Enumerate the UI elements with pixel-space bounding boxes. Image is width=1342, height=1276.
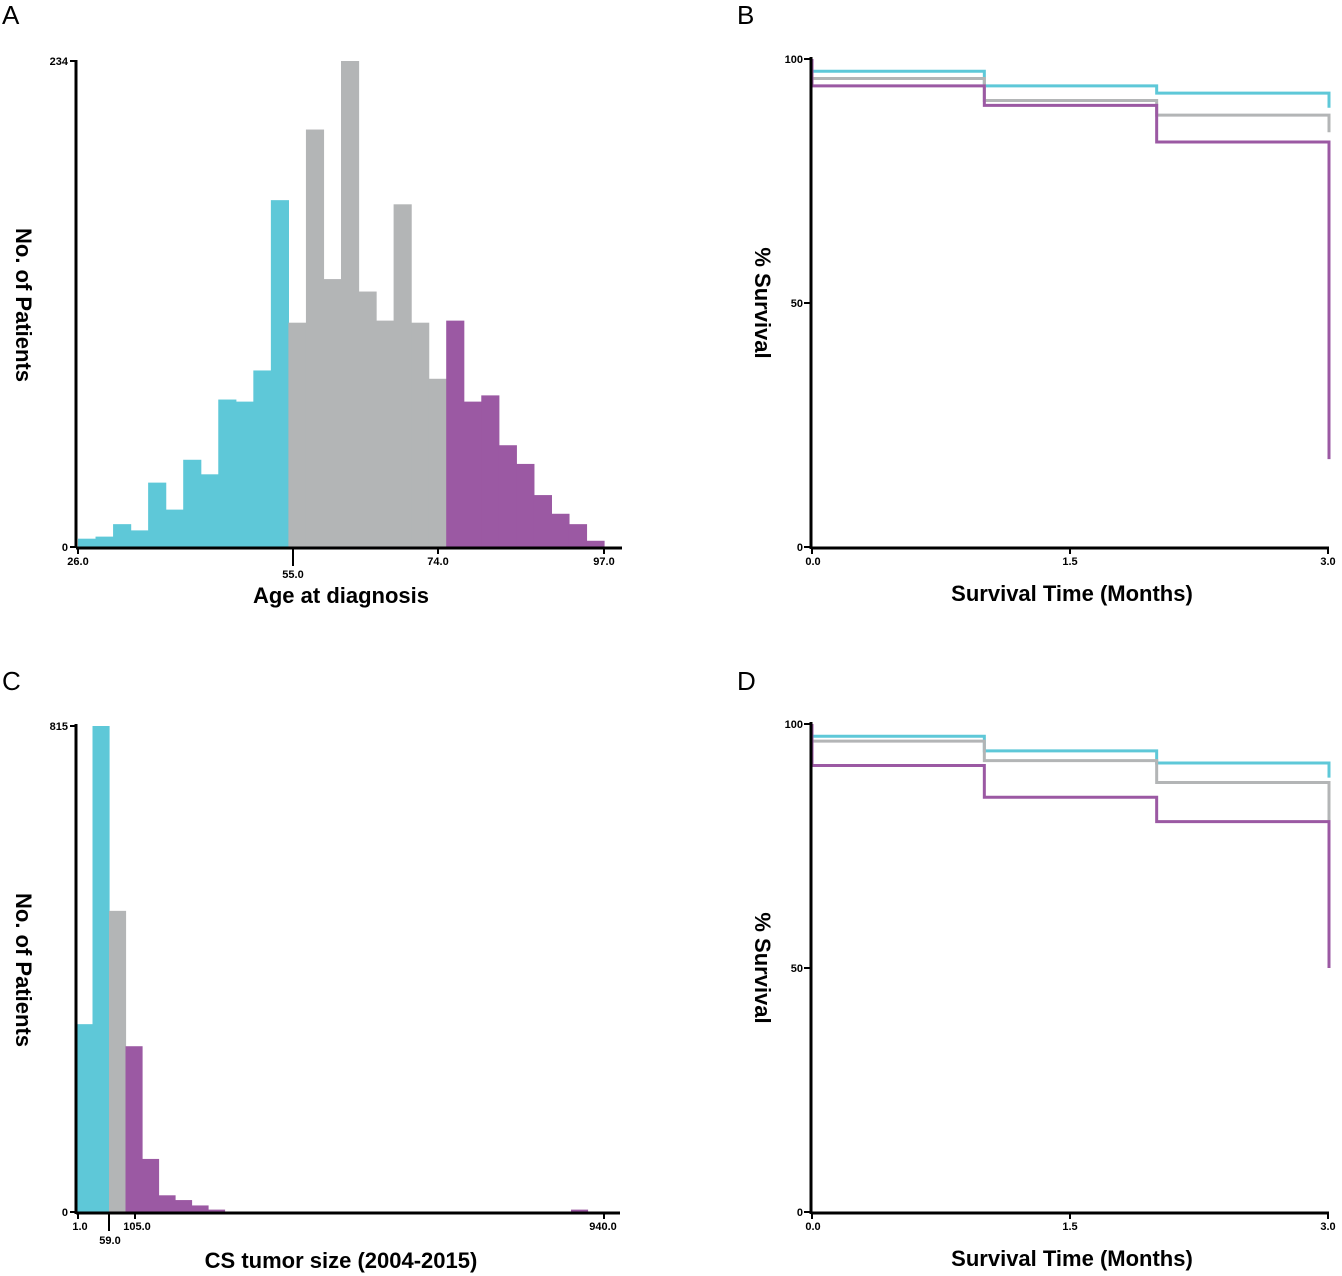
age-survival-y-tick-label-50: 50	[791, 298, 803, 310]
age-histogram-panel: 234 0 26.0 55.0 74.0 97.0 Age at diagnos…	[11, 56, 622, 608]
age-histogram-bar-13	[288, 322, 307, 547]
age-histogram-bar-24	[481, 395, 500, 547]
tumor-size-histogram-panel: 815 0 1.0 59.0 105.0 940.0 CS tumor size…	[11, 721, 620, 1273]
age-survival-x-tick-label-0: 0.0	[805, 556, 820, 568]
age-histogram-bar-4	[130, 530, 149, 547]
tumor-size-histogram-bars	[76, 726, 589, 1212]
tumor-size-survival-x-tick-label-3: 3.0	[1320, 1221, 1335, 1233]
age-histogram-y-title: No. of Patients	[11, 228, 36, 382]
age-survival-x-title: Survival Time (Months)	[951, 581, 1193, 606]
age-histogram-bar-20	[411, 322, 430, 547]
age-histogram-x-tick-label-26: 26.0	[67, 556, 88, 568]
age-histogram-bar-18	[376, 320, 395, 547]
tumor-size-histogram-bar-1	[76, 1024, 94, 1212]
age-histogram-bar-27	[533, 495, 552, 547]
tumor-size-histogram-bar-6	[158, 1195, 176, 1212]
tumor-size-histogram-x-tick-label-59: 59.0	[99, 1235, 120, 1247]
tumor-size-histogram-x-tick-label-105: 105.0	[123, 1221, 151, 1233]
tumor-size-histogram-bar-31	[571, 1209, 589, 1212]
tumor-size-survival-y-tick-label-50: 50	[791, 963, 803, 975]
age-histogram-bar-8	[200, 474, 219, 547]
age-histogram-bar-11	[253, 370, 272, 547]
tumor-size-histogram-x-title: CS tumor size (2004-2015)	[205, 1248, 478, 1273]
tumor-size-histogram-bar-3	[109, 910, 127, 1212]
age-histogram-x-title: Age at diagnosis	[253, 583, 429, 608]
age-histogram-bar-3	[113, 524, 132, 547]
tumor-size-histogram-bar-7	[175, 1200, 193, 1212]
tumor-size-histogram-x-tick-label-940: 940.0	[589, 1221, 617, 1233]
age-histogram-bar-19	[393, 204, 412, 547]
age-histogram-bar-15	[323, 279, 342, 547]
age-histogram-bar-1	[78, 538, 97, 547]
tumor-size-histogram-bar-2	[92, 726, 110, 1212]
age-histogram-bar-7	[183, 459, 202, 547]
age-histogram-bar-10	[235, 401, 254, 547]
age-survival-y-title: % Survival	[750, 247, 775, 358]
tumor-size-survival-x-title: Survival Time (Months)	[951, 1246, 1193, 1271]
age-histogram-bar-22	[446, 320, 465, 547]
tumor-size-histogram-x-tick-label-1: 1.0	[72, 1221, 87, 1233]
tumor-size-histogram-bar-9	[208, 1209, 226, 1212]
tumor-size-survival-curves	[810, 724, 1331, 968]
tumor-size-survival-x-tick-label-0: 0.0	[805, 1221, 820, 1233]
age-histogram-x-tick-label-97: 97.0	[593, 556, 614, 568]
age-survival-curve-young	[812, 69, 1331, 108]
tumor-size-histogram-y-tick-label-max: 815	[50, 721, 68, 733]
tumor-size-survival-x-tick-label-1-5: 1.5	[1062, 1221, 1077, 1233]
age-histogram-y-tick-label-max: 234	[50, 56, 69, 68]
age-histogram-x-tick-label-74: 74.0	[427, 556, 448, 568]
panel-letter-b: B	[737, 0, 754, 30]
age-survival-panel: 100 50 0 0.0 1.5 3.0 Survival Time (Mont…	[750, 54, 1336, 606]
tumor-size-histogram-y-title: No. of Patients	[11, 893, 36, 1047]
age-histogram-bar-2	[95, 536, 114, 547]
tumor-size-survival-y-tick-label-100: 100	[785, 719, 803, 731]
age-survival-curves	[810, 59, 1331, 460]
age-histogram-bar-6	[165, 509, 184, 547]
age-histogram-bar-28	[551, 513, 570, 547]
age-survival-y-tick-label-100: 100	[785, 54, 803, 66]
age-histogram-bar-14	[305, 129, 325, 548]
age-histogram-bar-5	[148, 482, 167, 547]
age-histogram-bar-12	[270, 200, 289, 547]
age-histogram-bar-17	[358, 291, 377, 547]
age-histogram-bars	[78, 61, 605, 548]
age-survival-x-tick-label-1-5: 1.5	[1062, 556, 1077, 568]
age-histogram-bar-26	[516, 463, 535, 547]
age-histogram-bar-23	[463, 401, 482, 547]
age-histogram-y-tick-label-zero: 0	[62, 542, 68, 554]
panel-letter-d: D	[737, 666, 756, 696]
tumor-size-survival-curve-old	[810, 724, 1331, 968]
age-survival-x-tick-label-3: 3.0	[1320, 556, 1335, 568]
panel-letter-a: A	[2, 0, 20, 30]
tumor-size-survival-y-tick-label-0: 0	[797, 1207, 803, 1219]
age-histogram-x-tick-label-55: 55.0	[282, 569, 303, 581]
tumor-size-histogram-bar-8	[191, 1205, 209, 1212]
age-histogram-bar-29	[568, 524, 588, 547]
tumor-size-survival-y-title: % Survival	[750, 912, 775, 1023]
tumor-size-survival-curve-middle	[812, 739, 1331, 822]
age-histogram-bar-16	[341, 61, 360, 547]
age-histogram-bar-21	[428, 378, 447, 547]
age-histogram-bar-9	[218, 399, 237, 547]
age-survival-curve-middle	[812, 77, 1331, 133]
tumor-size-histogram-bar-5	[142, 1158, 160, 1212]
tumor-size-survival-curve-young	[812, 734, 1331, 778]
panel-letter-c: C	[2, 666, 21, 696]
age-survival-curve-old	[810, 59, 1331, 460]
age-histogram-bar-25	[498, 445, 517, 547]
tumor-size-histogram-y-tick-label-zero: 0	[62, 1207, 68, 1219]
age-histogram-bar-30	[586, 540, 605, 547]
age-survival-y-tick-label-0: 0	[797, 542, 803, 554]
tumor-size-histogram-bar-4	[125, 1046, 143, 1212]
tumor-size-survival-panel: 100 50 0 0.0 1.5 3.0 Survival Time (Mont…	[750, 719, 1336, 1271]
